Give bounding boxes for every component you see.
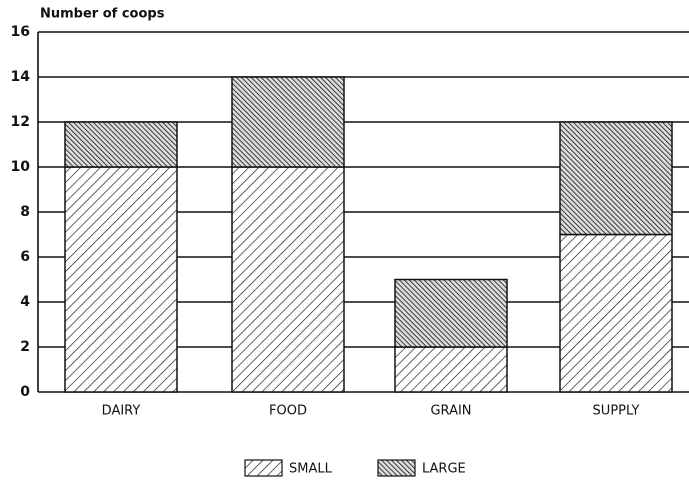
bar-segment [559,121,673,236]
y-tick-label: 4 [20,294,30,310]
bar-segment [231,166,345,393]
y-tick-label: 12 [11,114,30,130]
legend-swatch [377,459,416,477]
y-tick-label: 2 [20,339,30,355]
y-tick-label: 0 [20,384,30,400]
x-tick-label: DAIRY [102,404,141,419]
x-tick-label: FOOD [269,404,307,419]
chart-title: Number of coops [40,7,165,22]
legend-label: LARGE [422,462,466,477]
bar-segment [231,76,345,168]
bar-segment [64,121,178,168]
bar-segment [559,233,673,393]
y-tick-label: 6 [20,249,30,265]
legend-swatch [244,459,283,477]
y-tick-label: 16 [11,24,30,40]
x-tick-label: SUPPLY [593,404,640,419]
bar-segment [394,278,508,348]
legend-label: SMALL [289,462,333,477]
x-tick-label: GRAIN [430,404,471,419]
y-tick-label: 10 [11,159,31,175]
bar-segment [394,346,508,393]
y-tick-label: 14 [11,69,31,85]
y-tick-label: 8 [20,204,30,220]
bar-segment [64,166,178,393]
